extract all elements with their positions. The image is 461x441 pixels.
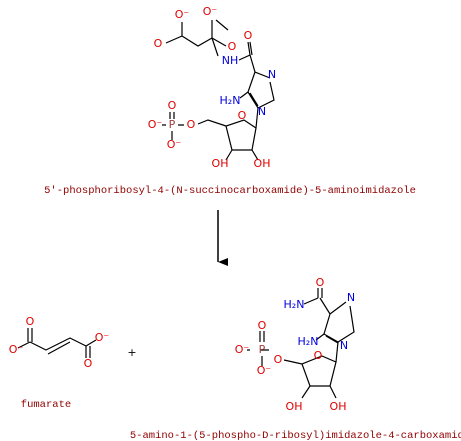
atom-label: O⁻ bbox=[235, 343, 250, 356]
molecule-0-atoms: O⁻ O⁻ O O NH O N H₂N N O O P O⁻ O⁻ O OH … bbox=[148, 5, 276, 170]
atom-label: OH bbox=[254, 157, 271, 170]
atom-label: H₂N bbox=[284, 298, 305, 311]
atom-label: N bbox=[258, 105, 266, 118]
atom-label: OH bbox=[212, 157, 229, 170]
atom-label: O bbox=[314, 349, 323, 362]
molecule-1-atoms: O O⁻ O⁻ O bbox=[9, 315, 110, 370]
atom-label: O⁻ bbox=[257, 364, 272, 377]
atom-label: O⁻ bbox=[167, 138, 182, 151]
atom-label: N bbox=[347, 291, 355, 304]
molecule-2-atoms: H₂N O N H₂N N O P O⁻ O⁻ O O OH OH bbox=[235, 276, 355, 413]
atom-label: N bbox=[340, 339, 348, 352]
atom-label: O bbox=[316, 276, 325, 289]
atom-label: O bbox=[258, 319, 267, 332]
atom-label: O bbox=[84, 357, 93, 370]
atom-label: O bbox=[26, 315, 35, 328]
atom-label: O bbox=[238, 109, 247, 122]
atom-label: O bbox=[244, 29, 253, 42]
atom-label: O⁻ bbox=[95, 331, 110, 344]
atom-label: H₂N bbox=[220, 94, 241, 107]
atom-label: O bbox=[274, 353, 283, 366]
atom-label: H₂N bbox=[298, 335, 319, 348]
atom-label: O bbox=[228, 40, 237, 53]
atom-label: NH bbox=[222, 54, 239, 67]
atom-label: P bbox=[259, 343, 266, 356]
atom-label: N bbox=[268, 68, 276, 81]
atom-label: O⁻ bbox=[203, 5, 218, 18]
atom-label: O bbox=[187, 118, 196, 131]
atom-label: OH bbox=[286, 400, 303, 413]
atom-label: O bbox=[168, 99, 177, 112]
molecule-bonds bbox=[17, 328, 97, 358]
atom-label: O⁻ bbox=[148, 118, 163, 131]
compound-name: 5'-phosphoribosyl-4-(N-succinocarboxamid… bbox=[44, 185, 416, 197]
atom-label: O⁻ bbox=[175, 8, 190, 21]
atom-label: O bbox=[154, 37, 163, 50]
compound-name: 5-amino-1-(5-phospho-D-ribosyl)imidazole… bbox=[130, 430, 461, 441]
plus-sign: + bbox=[127, 346, 136, 359]
molecule-bonds bbox=[162, 19, 275, 161]
atom-label: P bbox=[169, 118, 176, 131]
atom-label: O⁻ bbox=[9, 343, 24, 356]
atom-label: OH bbox=[330, 400, 347, 413]
molecule-bonds bbox=[247, 288, 355, 399]
compound-name: fumarate bbox=[21, 399, 71, 411]
